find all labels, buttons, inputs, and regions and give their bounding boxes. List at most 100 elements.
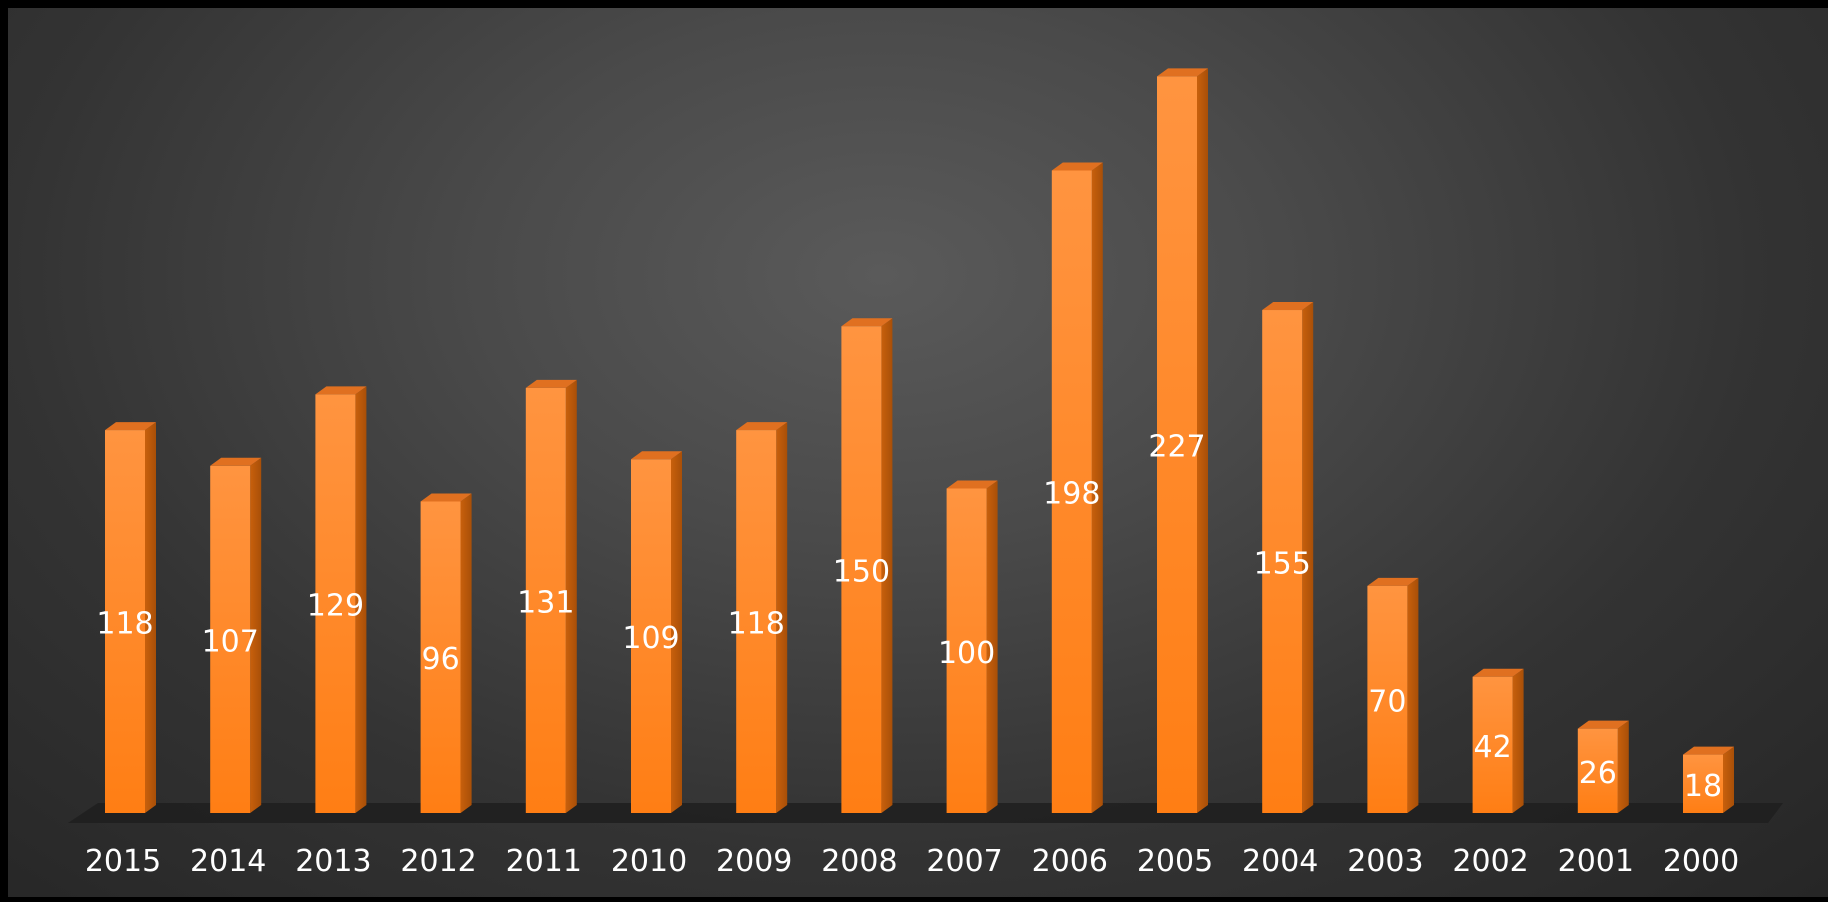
bar-top-2001 [1577, 720, 1629, 729]
bar-top-2008 [841, 318, 893, 327]
bar-top-2003 [1367, 577, 1419, 586]
x-axis-tick-labels: 2015 2014 2013 2012 2011 2010 2009 2008 2007 2006… [85, 844, 1739, 879]
x-tick-2015: 2015 [85, 844, 161, 879]
bar-2004 [1262, 302, 1314, 813]
bar-front-2000 [1683, 754, 1723, 813]
bar-2013 [315, 386, 367, 813]
bar-2006 [1051, 162, 1103, 814]
bar-front-2011 [525, 387, 566, 813]
bar-front-2015 [105, 430, 145, 813]
data-label-2001: 26 [1579, 756, 1617, 791]
bar-2012 [420, 493, 472, 813]
bar-side-2013 [355, 386, 367, 813]
data-label-2014: 107 [202, 624, 259, 659]
x-tick-2013: 2013 [295, 844, 371, 879]
data-label-2004: 155 [1254, 547, 1311, 582]
x-tick-2001: 2001 [1558, 844, 1634, 879]
bar-front-2004 [1262, 310, 1303, 813]
bar-side-2007 [986, 480, 998, 813]
data-label-2011: 131 [517, 585, 574, 620]
bar-front-2007 [946, 488, 987, 813]
bar-top-2006 [1051, 162, 1103, 171]
x-tick-2010: 2010 [611, 844, 687, 879]
data-label-2012: 96 [422, 642, 460, 677]
bar-side-2002 [1512, 668, 1524, 813]
x-tick-2008: 2008 [821, 844, 897, 879]
x-tick-2005: 2005 [1137, 844, 1213, 879]
bar-2014 [210, 457, 262, 813]
bar-side-2011 [565, 379, 577, 813]
x-tick-2006: 2006 [1032, 844, 1108, 879]
bar-2002 [1472, 668, 1524, 813]
bar-2000 [1683, 746, 1734, 813]
bar-side-2005 [1197, 68, 1208, 813]
bar-top-2004 [1262, 302, 1314, 311]
bar-front-2012 [420, 501, 461, 813]
bar-top-2015 [105, 422, 156, 431]
bar-side-2015 [145, 422, 156, 813]
bar-front-2001 [1577, 728, 1618, 813]
bar-top-2014 [210, 457, 262, 466]
x-tick-2011: 2011 [506, 844, 582, 879]
bar-top-2000 [1683, 746, 1734, 755]
data-label-2010: 109 [622, 621, 679, 656]
data-label-2002: 42 [1474, 730, 1512, 765]
bar-top-2011 [525, 379, 577, 388]
bar-side-2004 [1302, 302, 1314, 813]
bar-front-2009 [736, 430, 777, 813]
bar-2007 [946, 480, 998, 813]
bar-2005 [1157, 68, 1208, 813]
data-label-2007: 100 [938, 636, 995, 671]
x-tick-2003: 2003 [1347, 844, 1423, 879]
data-label-2013: 129 [307, 589, 364, 624]
bar-side-2006 [1091, 162, 1103, 814]
bar-side-2000 [1723, 746, 1734, 813]
bar-front-2005 [1157, 76, 1197, 813]
bar-chart: 118 107 129 96 131 109 118 150 100 198 227 155 70 42 2… [68, 68, 1783, 879]
chart-panel: 118 107 129 96 131 109 118 150 100 198 227 155 70 42 2… [8, 8, 1828, 897]
data-label-2000: 18 [1684, 769, 1722, 804]
bar-side-2012 [460, 493, 472, 813]
bar-top-2013 [315, 386, 367, 395]
bar-front-2010 [631, 459, 671, 813]
bar-side-2014 [250, 457, 262, 813]
bar-top-2010 [631, 451, 682, 460]
data-label-2009: 118 [728, 607, 785, 642]
x-tick-2009: 2009 [716, 844, 792, 879]
bar-front-2003 [1367, 585, 1408, 813]
data-label-2003: 70 [1368, 684, 1406, 719]
bar-2001 [1577, 720, 1629, 813]
bar-2011 [525, 379, 577, 813]
bar-side-2008 [881, 318, 893, 813]
data-labels-layer: 118 107 129 96 131 109 118 150 100 198 227 155 70 42 2… [96, 430, 1722, 804]
data-label-2006: 198 [1043, 477, 1100, 512]
x-tick-2012: 2012 [400, 844, 476, 879]
bar-2008 [841, 318, 893, 813]
x-tick-2004: 2004 [1242, 844, 1318, 879]
bar-2003 [1367, 577, 1419, 813]
bar-side-2010 [671, 451, 682, 813]
bar-front-2006 [1051, 170, 1092, 814]
x-tick-2002: 2002 [1452, 844, 1528, 879]
bar-top-2005 [1157, 68, 1208, 77]
bar-side-2009 [776, 422, 788, 813]
bar-top-2012 [420, 493, 472, 502]
bar-top-2009 [736, 422, 788, 431]
x-tick-2007: 2007 [926, 844, 1002, 879]
x-tick-2000: 2000 [1663, 844, 1739, 879]
data-label-2015: 118 [96, 607, 153, 642]
bar-2009 [736, 422, 788, 813]
bar-2010 [631, 451, 682, 813]
data-label-2005: 227 [1148, 430, 1205, 465]
bar-front-2013 [315, 394, 356, 813]
data-label-2008: 150 [833, 555, 890, 590]
bar-front-2014 [210, 465, 251, 813]
bar-front-2002 [1472, 676, 1513, 813]
bar-side-2001 [1617, 720, 1629, 813]
x-tick-2014: 2014 [190, 844, 266, 879]
bar-2015 [105, 422, 156, 813]
bars-layer [105, 68, 1734, 814]
bar-side-2003 [1407, 577, 1419, 813]
bar-top-2002 [1472, 668, 1524, 677]
